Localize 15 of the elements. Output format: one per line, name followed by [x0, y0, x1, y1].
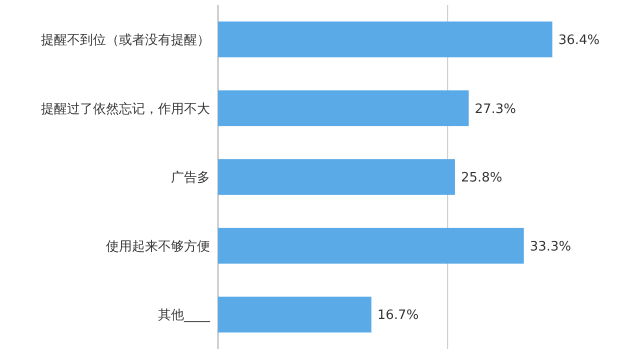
- y-tick-label: 广告多: [171, 170, 210, 186]
- data-label: 27.3%: [474, 102, 516, 117]
- y-tick-label: 其他____: [158, 308, 210, 324]
- bar: [218, 228, 524, 264]
- bar: [218, 90, 469, 126]
- bar: [218, 296, 372, 332]
- data-label: 33.3%: [530, 239, 572, 254]
- y-tick-label: 使用起来不够方便: [106, 238, 210, 254]
- bar: [218, 22, 552, 58]
- y-tick-label: 提醒过了依然忘记，作用不大: [41, 100, 210, 117]
- data-label: 36.4%: [558, 32, 600, 48]
- bar: [218, 159, 455, 195]
- data-label: 16.7%: [377, 308, 419, 324]
- data-label: 25.8%: [460, 170, 502, 186]
- y-tick-label: 提醒不到位（或者没有提醒）: [41, 32, 210, 48]
